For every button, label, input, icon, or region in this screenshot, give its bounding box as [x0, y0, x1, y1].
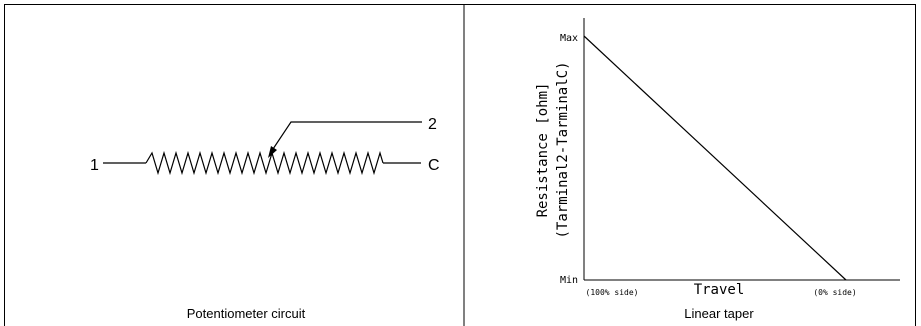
terminal-1-label: 1	[90, 157, 99, 174]
terminal-2-label: 2	[428, 116, 437, 133]
wiper-arrow-icon	[268, 146, 277, 158]
linear-taper-chart: Max Min Resistance [ohm] (Tarminal2-Tarm…	[535, 18, 900, 321]
terminal-c-label: C	[428, 157, 440, 174]
wiper-lead	[270, 121, 422, 153]
y-tick-max: Max	[560, 33, 578, 44]
circuit-caption: Potentiometer circuit	[187, 306, 306, 321]
chart-caption: Linear taper	[684, 306, 754, 321]
y-tick-min: Min	[560, 275, 578, 286]
series-line-linear-taper	[583, 35, 847, 281]
resistor-zigzag	[145, 150, 384, 176]
y-axis-label-line1: Resistance [ohm]	[535, 83, 551, 218]
potentiometer-circuit: 1 C 2 Potentiometer circuit	[90, 116, 440, 321]
x-axis-label: Travel	[694, 282, 745, 298]
figure-frame	[4, 4, 916, 326]
x-tick-0-side: (0% side)	[813, 288, 856, 297]
y-axis-label-line2: (Tarminal2-TarminalC)	[555, 61, 571, 238]
x-tick-100-side: (100% side)	[586, 288, 639, 297]
